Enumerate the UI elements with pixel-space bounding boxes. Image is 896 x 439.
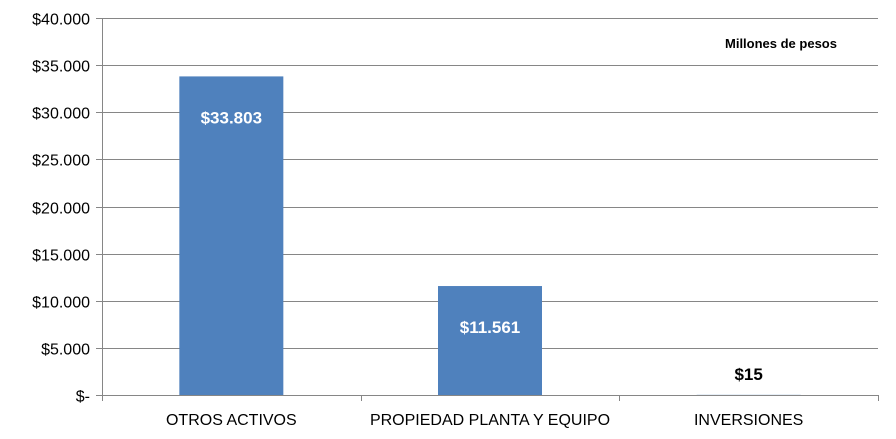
y-tick-label: $40.000: [32, 12, 90, 29]
data-label: $11.561: [460, 318, 521, 337]
y-tick-label: $-: [76, 389, 90, 406]
bar: [438, 286, 542, 395]
axes: [96, 18, 879, 401]
x-tick-label: PROPIEDAD PLANTA Y EQUIPO: [370, 412, 610, 429]
y-tick-label: $35.000: [32, 59, 90, 76]
unit-note: Millones de pesos: [725, 36, 837, 51]
y-tick-label: $10.000: [32, 295, 90, 312]
y-tick-label: $15.000: [32, 248, 90, 265]
data-label: $33.803: [201, 108, 262, 127]
y-tick-label: $25.000: [32, 153, 90, 170]
x-tick-label: OTROS ACTIVOS: [166, 412, 297, 429]
y-tick-label: $20.000: [32, 201, 90, 218]
y-tick-label: $5.000: [41, 342, 90, 359]
bar: [179, 76, 284, 395]
data-label: $15: [734, 365, 762, 384]
y-tick-label: $30.000: [32, 106, 90, 123]
x-tick-label: INVERSIONES: [694, 412, 803, 429]
bars: [179, 76, 801, 395]
labels: $- $5.000 $10.000 $15.000 $20.000 $25.000 $30.…: [32, 12, 803, 430]
